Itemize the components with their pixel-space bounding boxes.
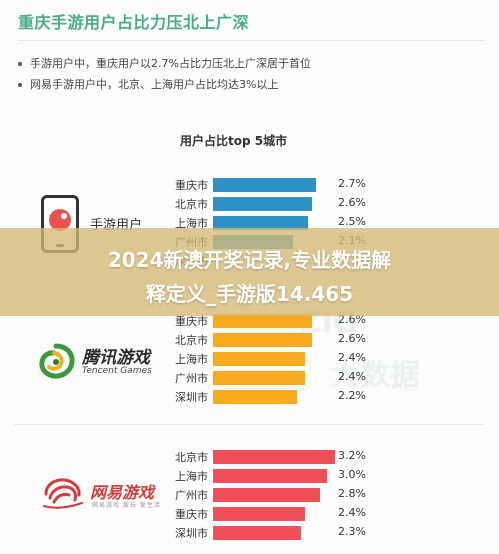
bar <box>213 371 305 385</box>
city-label: 上海市 <box>175 217 208 230</box>
bullet-dot <box>18 83 22 87</box>
city-label: 重庆市 <box>175 179 208 192</box>
bar <box>213 450 335 464</box>
bar <box>213 526 301 540</box>
netease-subtitle: 网易游戏 爱玩·爱生活 <box>92 502 161 509</box>
city-label: 上海市 <box>175 353 208 366</box>
value-label: 2.3% <box>338 525 366 538</box>
bar <box>213 469 327 483</box>
city-label: 北京市 <box>175 198 208 211</box>
tencent-name-en: Tencent Games <box>82 366 152 376</box>
section-divider <box>14 424 485 425</box>
phone-eye-icon <box>61 213 67 219</box>
city-label: 深圳市 <box>175 391 208 404</box>
bullet-2: 网易手游用户中，北京、上海用户占比均达3%以上 <box>18 76 278 92</box>
city-label: 广州市 <box>175 489 208 502</box>
value-label: 3.0% <box>338 468 366 481</box>
tencent-logo-icon <box>39 343 75 379</box>
netease-logo-icon <box>43 478 83 509</box>
bullet-text-1: 手游用户中，重庆用户以2.7%占比力压北上广深居于首位 <box>30 57 311 70</box>
bar <box>213 178 316 192</box>
value-label: 2.2% <box>338 389 366 402</box>
phone-face-icon <box>49 209 71 231</box>
value-label: 2.7% <box>338 177 366 190</box>
overlay-banner: 2024新澳开奖记录,专业数据解 释定义_手游版14.465 <box>0 228 499 316</box>
watermark-text: 大数据 <box>330 358 420 393</box>
value-label: 3.2% <box>338 449 366 462</box>
value-label: 2.6% <box>338 332 366 345</box>
value-label: 2.5% <box>338 215 366 228</box>
bullet-dot <box>18 62 22 66</box>
bar <box>213 197 312 211</box>
value-label: 2.4% <box>338 506 366 519</box>
netease-name-cn: 网易游戏 <box>90 483 155 502</box>
bar <box>213 352 305 366</box>
value-label: 2.6% <box>338 313 366 326</box>
bar <box>213 507 305 521</box>
city-label: 北京市 <box>175 334 208 347</box>
city-label: 广州市 <box>175 372 208 385</box>
bar <box>213 216 308 230</box>
city-label: 北京市 <box>175 451 208 464</box>
page-title: 重庆手游用户占比力压北上广深 <box>18 13 250 32</box>
value-label: 2.4% <box>338 351 366 364</box>
bar <box>213 488 320 502</box>
banner-line-2: 释定义_手游版14.465 <box>145 282 354 306</box>
bar <box>213 333 312 347</box>
bar <box>213 390 297 404</box>
banner-line-1: 2024新澳开奖记录,专业数据解 <box>107 248 392 272</box>
bar <box>213 314 312 328</box>
city-label: 重庆市 <box>175 508 208 521</box>
value-label: 2.6% <box>338 196 366 209</box>
city-label: 深圳市 <box>175 527 208 540</box>
chart-title: 用户占比top 5城市 <box>180 134 288 148</box>
city-label: 重庆市 <box>175 315 208 328</box>
bullet-1: 手游用户中，重庆用户以2.7%占比力压北上广深居于首位 <box>18 55 311 71</box>
tencent-name-cn: 腾讯游戏 <box>82 348 150 368</box>
city-label: 上海市 <box>175 470 208 483</box>
bullet-text-2: 网易手游用户中，北京、上海用户占比均达3%以上 <box>30 78 279 91</box>
header-divider <box>18 40 485 41</box>
value-label: 2.8% <box>338 487 366 500</box>
value-label: 2.4% <box>338 370 366 383</box>
